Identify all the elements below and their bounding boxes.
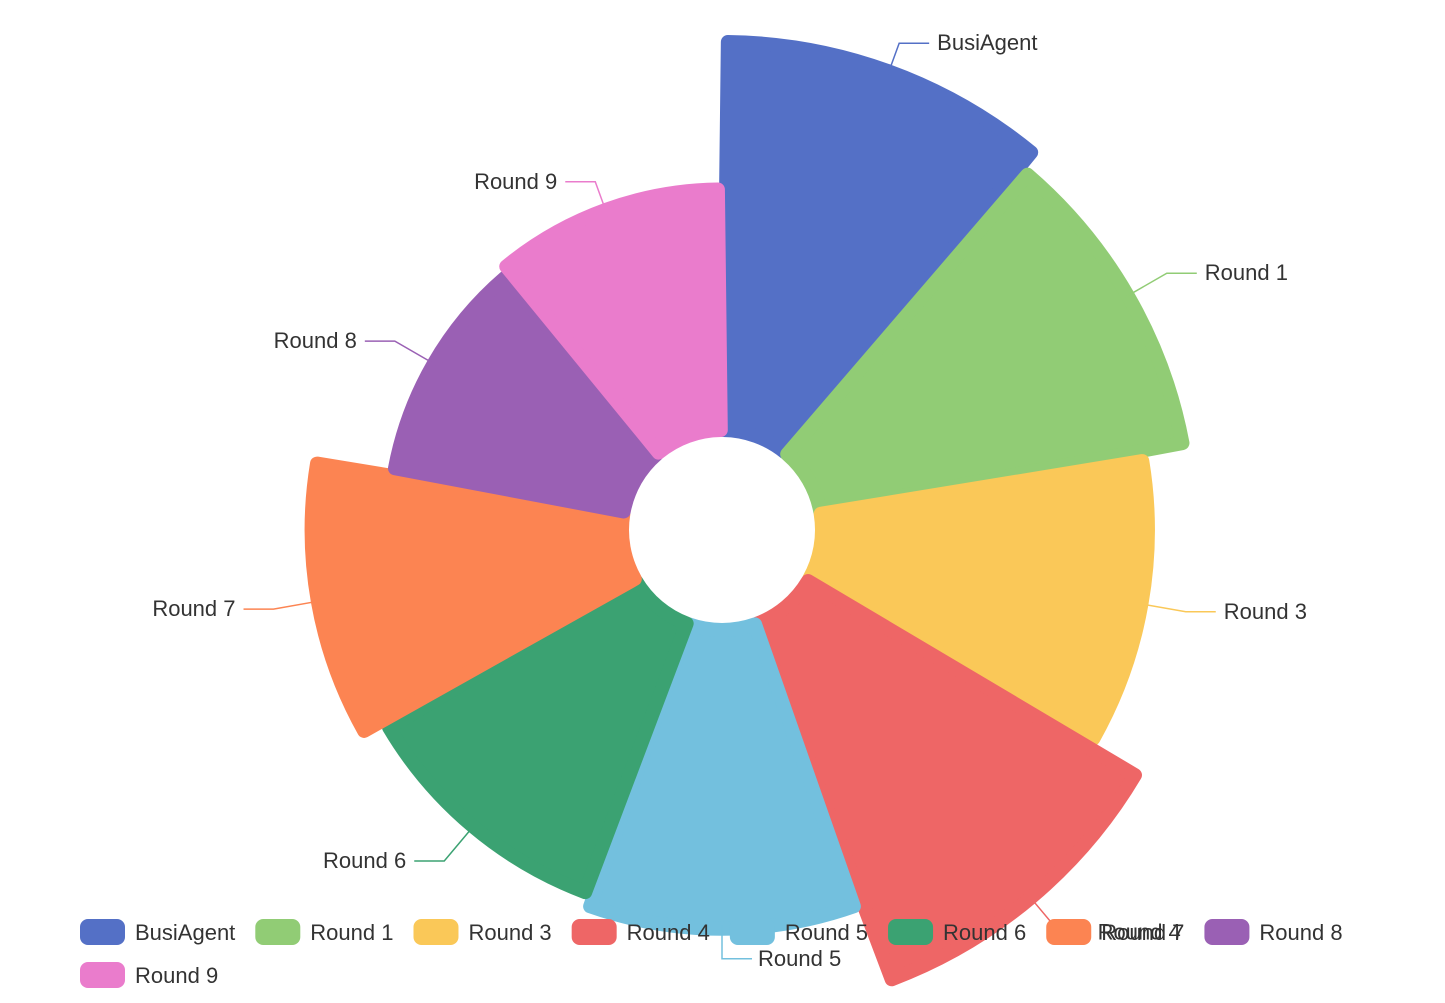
slice-label-round-6: Round 6 <box>323 848 406 873</box>
slice-round-9[interactable] <box>499 182 728 460</box>
legend-swatch-round-1 <box>255 919 301 945</box>
legend[interactable]: BusiAgent Round 1 Round 3 Round 4 Round 5 Rou… <box>80 919 1343 988</box>
leader-line-round-9 <box>565 181 608 214</box>
slice-label-busiagent: BusiAgent <box>937 30 1037 55</box>
legend-label-busiagent: BusiAgent <box>135 920 235 945</box>
legend-swatch-busiagent <box>80 919 125 945</box>
legend-label-round-6: Round 6 <box>943 920 1026 945</box>
slice-label-round-7: Round 7 <box>152 596 235 621</box>
slice-label-round-5: Round 5 <box>758 946 841 971</box>
legend-item-round-6[interactable]: Round 6 <box>888 919 1026 945</box>
leader-line-round-1 <box>1123 272 1197 299</box>
legend-label-round-9: Round 9 <box>135 963 218 988</box>
legend-item-round-3[interactable]: Round 3 <box>413 919 552 945</box>
legend-item-round-8[interactable]: Round 8 <box>1204 919 1343 945</box>
slice-round-1[interactable] <box>780 167 1190 519</box>
legend-item-round-7[interactable]: Round 7 <box>1046 919 1184 945</box>
slice-round-8[interactable] <box>387 270 664 519</box>
slice-round-5[interactable] <box>583 617 861 936</box>
leader-line-round-3 <box>1137 602 1216 613</box>
legend-label-round-7: Round 7 <box>1101 920 1184 945</box>
legend-label-round-8: Round 8 <box>1259 920 1342 945</box>
slice-label-round-8: Round 8 <box>274 328 357 353</box>
leader-line-round-6 <box>414 823 477 862</box>
leader-line-round-7 <box>243 599 322 610</box>
legend-swatch-round-6 <box>888 919 934 945</box>
legend-swatch-round-9 <box>80 962 125 988</box>
legend-label-round-1: Round 1 <box>310 920 393 945</box>
legend-swatch-round-8 <box>1204 919 1250 945</box>
slice-round-7[interactable] <box>304 456 642 738</box>
leader-line-round-8 <box>364 340 438 367</box>
legend-swatch-round-7 <box>1046 919 1092 945</box>
legend-label-round-3: Round 3 <box>468 920 551 945</box>
legend-label-round-5: Round 5 <box>785 920 868 945</box>
slice-round-6[interactable] <box>382 574 694 900</box>
leader-line-busiagent <box>886 42 930 76</box>
slice-label-round-1: Round 1 <box>1205 260 1288 285</box>
leader-line-round-5 <box>721 924 752 960</box>
legend-item-round-9[interactable]: Round 9 <box>80 962 218 988</box>
slice-round-4[interactable] <box>750 574 1142 987</box>
legend-label-round-4: Round 4 <box>627 920 710 945</box>
slice-label-round-3: Round 3 <box>1224 599 1307 624</box>
slice-busiagent[interactable] <box>716 35 1039 460</box>
legend-item-round-4[interactable]: Round 4 <box>571 919 710 945</box>
slice-label-round-4: Round 4 <box>1098 919 1181 944</box>
slices-group <box>304 35 1190 987</box>
legend-swatch-round-4 <box>571 919 617 945</box>
legend-item-round-5[interactable]: Round 5 <box>729 919 868 945</box>
legend-item-busiagent[interactable]: BusiAgent <box>80 919 235 945</box>
legend-item-round-1[interactable]: Round 1 <box>255 919 393 945</box>
legend-swatch-round-5 <box>729 919 775 945</box>
slice-round-3[interactable] <box>802 454 1155 746</box>
slice-label-round-9: Round 9 <box>474 169 557 194</box>
legend-swatch-round-3 <box>413 919 459 945</box>
